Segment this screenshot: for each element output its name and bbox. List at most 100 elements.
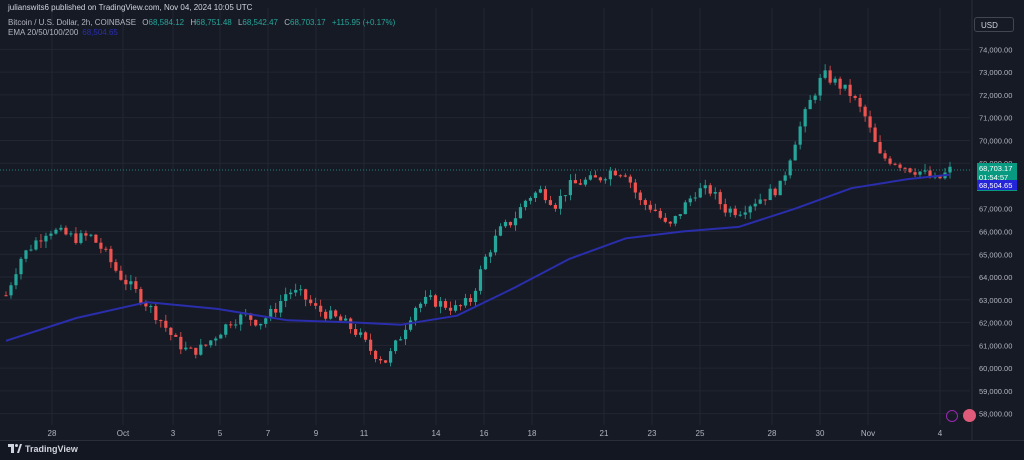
candle-body	[324, 311, 328, 319]
candle-body	[438, 301, 443, 307]
candle-body	[493, 235, 498, 253]
tradingview-logo-icon	[8, 444, 22, 453]
candle-body	[638, 192, 642, 201]
candle-body	[84, 233, 88, 236]
x-tick-label: 3	[171, 429, 176, 438]
candle-body	[813, 95, 817, 100]
candle-body	[618, 175, 622, 177]
candle-body	[563, 195, 568, 197]
candle-body	[478, 269, 483, 291]
candle-body	[383, 360, 388, 363]
footer-brand: TradingView	[25, 444, 78, 454]
candle-body	[74, 233, 78, 243]
y-tick-label: 63,000.00	[979, 296, 1012, 305]
candle-body	[828, 70, 832, 83]
ema-legend[interactable]: EMA 20/50/100/200 68,504.65	[8, 28, 118, 37]
candle-body	[44, 235, 48, 242]
candle-body	[364, 332, 368, 340]
candle-body	[134, 281, 138, 290]
symbol-title[interactable]: Bitcoin / U.S. Dollar, 2h, COINBASE	[8, 18, 137, 27]
candle-body	[798, 126, 802, 145]
candle-body	[488, 252, 493, 257]
candle-body	[768, 188, 772, 201]
candle-body	[463, 298, 468, 306]
candle-body	[868, 116, 872, 128]
candle-body	[588, 175, 592, 180]
candle-body	[289, 292, 293, 295]
tradingview-logo[interactable]: TradingView	[8, 444, 78, 454]
candle-body	[838, 78, 842, 89]
candle-body	[99, 242, 103, 249]
candle-body	[858, 97, 862, 107]
candle-body	[64, 227, 68, 235]
candle-body	[758, 199, 762, 204]
candle-body	[698, 188, 702, 198]
candle-body	[713, 192, 717, 194]
candle-body	[468, 298, 473, 302]
candle-body	[369, 339, 373, 351]
candle-body	[553, 204, 558, 209]
candle-body	[818, 77, 822, 96]
candle-body	[249, 313, 253, 320]
low-value: 68,542.47	[242, 18, 278, 27]
y-tick-label: 71,000.00	[979, 114, 1012, 123]
candle-body	[109, 248, 113, 263]
candle-body	[823, 70, 827, 78]
y-tick-label: 58,000.00	[979, 410, 1012, 419]
candle-body	[668, 221, 672, 224]
flag-icon[interactable]	[963, 409, 976, 422]
candle-body	[269, 308, 273, 319]
candle-body	[299, 289, 303, 291]
candle-body	[59, 227, 63, 230]
x-tick-label: 23	[648, 429, 657, 438]
change-value: +115.95 (+0.17%)	[331, 18, 396, 27]
x-tick-label: 4	[938, 429, 943, 438]
candle-body	[304, 289, 308, 300]
candle-body	[79, 233, 83, 243]
candle-body	[214, 338, 218, 341]
bar-countdown: 01:54:57	[979, 173, 1009, 182]
candle-body	[833, 78, 837, 83]
candle-body	[169, 327, 173, 335]
candle-body	[843, 84, 847, 89]
candle-body	[703, 185, 707, 189]
x-tick-label: 16	[480, 429, 489, 438]
candle-body	[878, 141, 882, 154]
candle-body	[648, 204, 652, 210]
candle-body	[513, 218, 518, 226]
currency-button[interactable]: USD	[974, 17, 1014, 32]
candle-body	[334, 310, 338, 317]
candle-body	[723, 204, 727, 213]
candle-body	[209, 340, 213, 346]
candle-body	[408, 320, 413, 330]
x-tick-label: 14	[432, 429, 441, 438]
candle-body	[9, 285, 13, 296]
candle-body	[643, 200, 647, 205]
x-tick-label: 28	[48, 429, 57, 438]
candle-body	[808, 99, 812, 110]
candle-body	[753, 203, 757, 207]
y-tick-label: 60,000.00	[979, 364, 1012, 373]
candle-body	[628, 176, 632, 183]
candle-body	[39, 240, 43, 242]
x-tick-label: 21	[600, 429, 609, 438]
candle-body	[748, 206, 752, 213]
candle-body	[863, 106, 867, 117]
candle-body	[274, 308, 278, 313]
lightning-icon[interactable]	[946, 410, 958, 422]
candle-body	[693, 197, 697, 199]
candle-body	[119, 270, 123, 280]
candle-body	[783, 175, 787, 181]
candle-body	[613, 170, 617, 176]
candle-body	[583, 179, 587, 185]
candle-body	[189, 347, 193, 349]
candle-body	[229, 324, 233, 326]
candle-body	[184, 347, 188, 350]
candle-body	[663, 217, 667, 222]
candle-body	[673, 215, 677, 224]
candle-body	[458, 305, 463, 307]
candle-body	[204, 344, 208, 346]
candle-body	[443, 301, 448, 308]
low-label: L	[237, 18, 243, 27]
